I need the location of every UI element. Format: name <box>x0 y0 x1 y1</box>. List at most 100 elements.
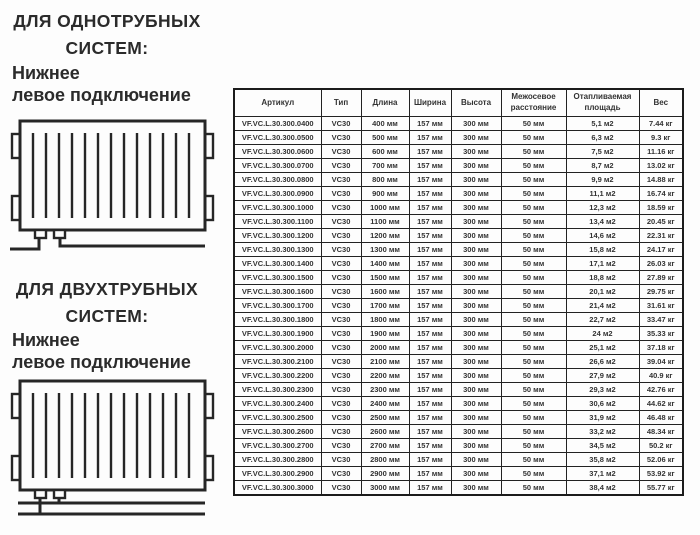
table-row: VF.VC.L.30.300.0900 VC30 900 мм 157 мм 300 м… <box>233 186 684 201</box>
table-cell: 46.48 кг <box>638 410 684 425</box>
table-cell: VF.VC.L.30.300.1800 <box>233 312 322 327</box>
table-cell: 50 мм <box>500 424 567 439</box>
spec-table: Артикул Тип Длина Ширина Высота Межосевое рас… <box>233 88 684 496</box>
table-cell: 31,9 м2 <box>565 410 640 425</box>
table-cell: VF.VC.L.30.300.0800 <box>233 172 322 187</box>
table-cell: VF.VC.L.30.300.0700 <box>233 158 322 173</box>
table-row: VF.VC.L.30.300.2800 VC30 2800 мм 157 мм 300 … <box>233 452 684 467</box>
table-cell: 1600 мм <box>360 284 410 299</box>
table-cell: VC30 <box>320 284 362 299</box>
table-cell: 700 мм <box>360 158 410 173</box>
table-cell: 14,6 м2 <box>565 228 640 243</box>
table-row: VF.VC.L.30.300.2700 VC30 2700 мм 157 мм 300 … <box>233 438 684 453</box>
table-cell: VC30 <box>320 158 362 173</box>
table-cell: 37.18 кг <box>638 340 684 355</box>
table-cell: 1800 мм <box>360 312 410 327</box>
table-cell: 2000 мм <box>360 340 410 355</box>
two-pipe-title-line2: СИСТЕМ: <box>65 306 149 327</box>
table-row: VF.VC.L.30.300.2200 VC30 2200 мм 157 мм 300 … <box>233 368 684 383</box>
table-cell: 500 мм <box>360 130 410 145</box>
table-cell: 33.47 кг <box>638 312 684 327</box>
table-row: VF.VC.L.30.300.1900 VC30 1900 мм 157 мм 300 … <box>233 326 684 341</box>
table-cell: 20,1 м2 <box>565 284 640 299</box>
table-cell: 50 мм <box>500 186 567 201</box>
table-cell: 157 мм <box>408 130 452 145</box>
table-cell: 48.34 кг <box>638 424 684 439</box>
table-cell: VF.VC.L.30.300.0900 <box>233 186 322 201</box>
radiator-body <box>18 379 207 492</box>
table-cell: 3000 мм <box>360 480 410 496</box>
table-cell: 2600 мм <box>360 424 410 439</box>
table-row: VF.VC.L.30.300.2300 VC30 2300 мм 157 мм 300 … <box>233 382 684 397</box>
table-cell: VC30 <box>320 200 362 215</box>
table-cell: VF.VC.L.30.300.2600 <box>233 424 322 439</box>
table-cell: VC30 <box>320 326 362 341</box>
table-cell: 18,8 м2 <box>565 270 640 285</box>
table-cell: 50 мм <box>500 410 567 425</box>
table-cell: VF.VC.L.30.300.1600 <box>233 284 322 299</box>
table-cell: 50 мм <box>500 228 567 243</box>
column-header: Высота <box>450 88 502 117</box>
table-cell: 50 мм <box>500 354 567 369</box>
table-cell: 300 мм <box>450 144 502 159</box>
table-row: VF.VC.L.30.300.0700 VC30 700 мм 157 мм 300 м… <box>233 158 684 173</box>
table-row: VF.VC.L.30.300.2500 VC30 2500 мм 157 мм 300 … <box>233 410 684 425</box>
table-cell: 13,4 м2 <box>565 214 640 229</box>
table-row: VF.VC.L.30.300.2100 VC30 2100 мм 157 мм 300 … <box>233 354 684 369</box>
table-cell: VC30 <box>320 130 362 145</box>
table-cell: 55.77 кг <box>638 480 684 496</box>
table-cell: 157 мм <box>408 396 452 411</box>
table-cell: 21,4 м2 <box>565 298 640 313</box>
table-cell: 300 мм <box>450 186 502 201</box>
table-cell: 50 мм <box>500 368 567 383</box>
pipe-outlet <box>58 238 205 248</box>
table-cell: 300 мм <box>450 438 502 453</box>
table-cell: 7,5 м2 <box>565 144 640 159</box>
table-cell: 50 мм <box>500 480 567 496</box>
table-cell: VC30 <box>320 312 362 327</box>
table-row: VF.VC.L.30.300.1400 VC30 1400 мм 157 мм 300 … <box>233 256 684 271</box>
table-cell: VC30 <box>320 382 362 397</box>
table-cell: 50 мм <box>500 214 567 229</box>
table-cell: VF.VC.L.30.300.1300 <box>233 242 322 257</box>
table-row: VF.VC.L.30.300.1000 VC30 1000 мм 157 мм 300 … <box>233 200 684 215</box>
table-cell: 22,7 м2 <box>565 312 640 327</box>
table-cell: 300 мм <box>450 116 502 131</box>
table-cell: 50 мм <box>500 242 567 257</box>
table-cell: 2100 мм <box>360 354 410 369</box>
table-cell: 300 мм <box>450 214 502 229</box>
table-cell: 300 мм <box>450 312 502 327</box>
column-header: Артикул <box>233 88 322 117</box>
table-cell: 157 мм <box>408 116 452 131</box>
table-cell: VC30 <box>320 214 362 229</box>
table-cell: 33,2 м2 <box>565 424 640 439</box>
table-cell: VC30 <box>320 228 362 243</box>
table-row: VF.VC.L.30.300.1700 VC30 1700 мм 157 мм 300 … <box>233 298 684 313</box>
table-cell: VC30 <box>320 172 362 187</box>
table-cell: 50 мм <box>500 200 567 215</box>
table-cell: VF.VC.L.30.300.2400 <box>233 396 322 411</box>
table-cell: 25,1 м2 <box>565 340 640 355</box>
table-cell: VC30 <box>320 340 362 355</box>
table-cell: 800 мм <box>360 172 410 187</box>
table-cell: 11.16 кг <box>638 144 684 159</box>
radiator-diagram-one-pipe <box>10 119 215 251</box>
table-cell: VC30 <box>320 466 362 481</box>
table-cell: 50 мм <box>500 298 567 313</box>
table-cell: 157 мм <box>408 382 452 397</box>
table-cell: 50 мм <box>500 396 567 411</box>
table-cell: VC30 <box>320 298 362 313</box>
table-cell: VF.VC.L.30.300.2800 <box>233 452 322 467</box>
table-cell: 50 мм <box>500 116 567 131</box>
radiator-body <box>18 119 207 232</box>
table-cell: 13.02 кг <box>638 158 684 173</box>
table-cell: 14.88 кг <box>638 172 684 187</box>
one-pipe-title-line1: ДЛЯ ОДНОТРУБНЫХ <box>13 11 201 31</box>
table-cell: 157 мм <box>408 466 452 481</box>
table-row: VF.VC.L.30.300.2900 VC30 2900 мм 157 мм 300 … <box>233 466 684 481</box>
table-header-row: Артикул Тип Длина Ширина Высота Межосевое рас… <box>233 88 684 117</box>
table-cell: VF.VC.L.30.300.2900 <box>233 466 322 481</box>
table-cell: 18.59 кг <box>638 200 684 215</box>
table-cell: 157 мм <box>408 200 452 215</box>
connection-stub-right <box>52 488 67 500</box>
